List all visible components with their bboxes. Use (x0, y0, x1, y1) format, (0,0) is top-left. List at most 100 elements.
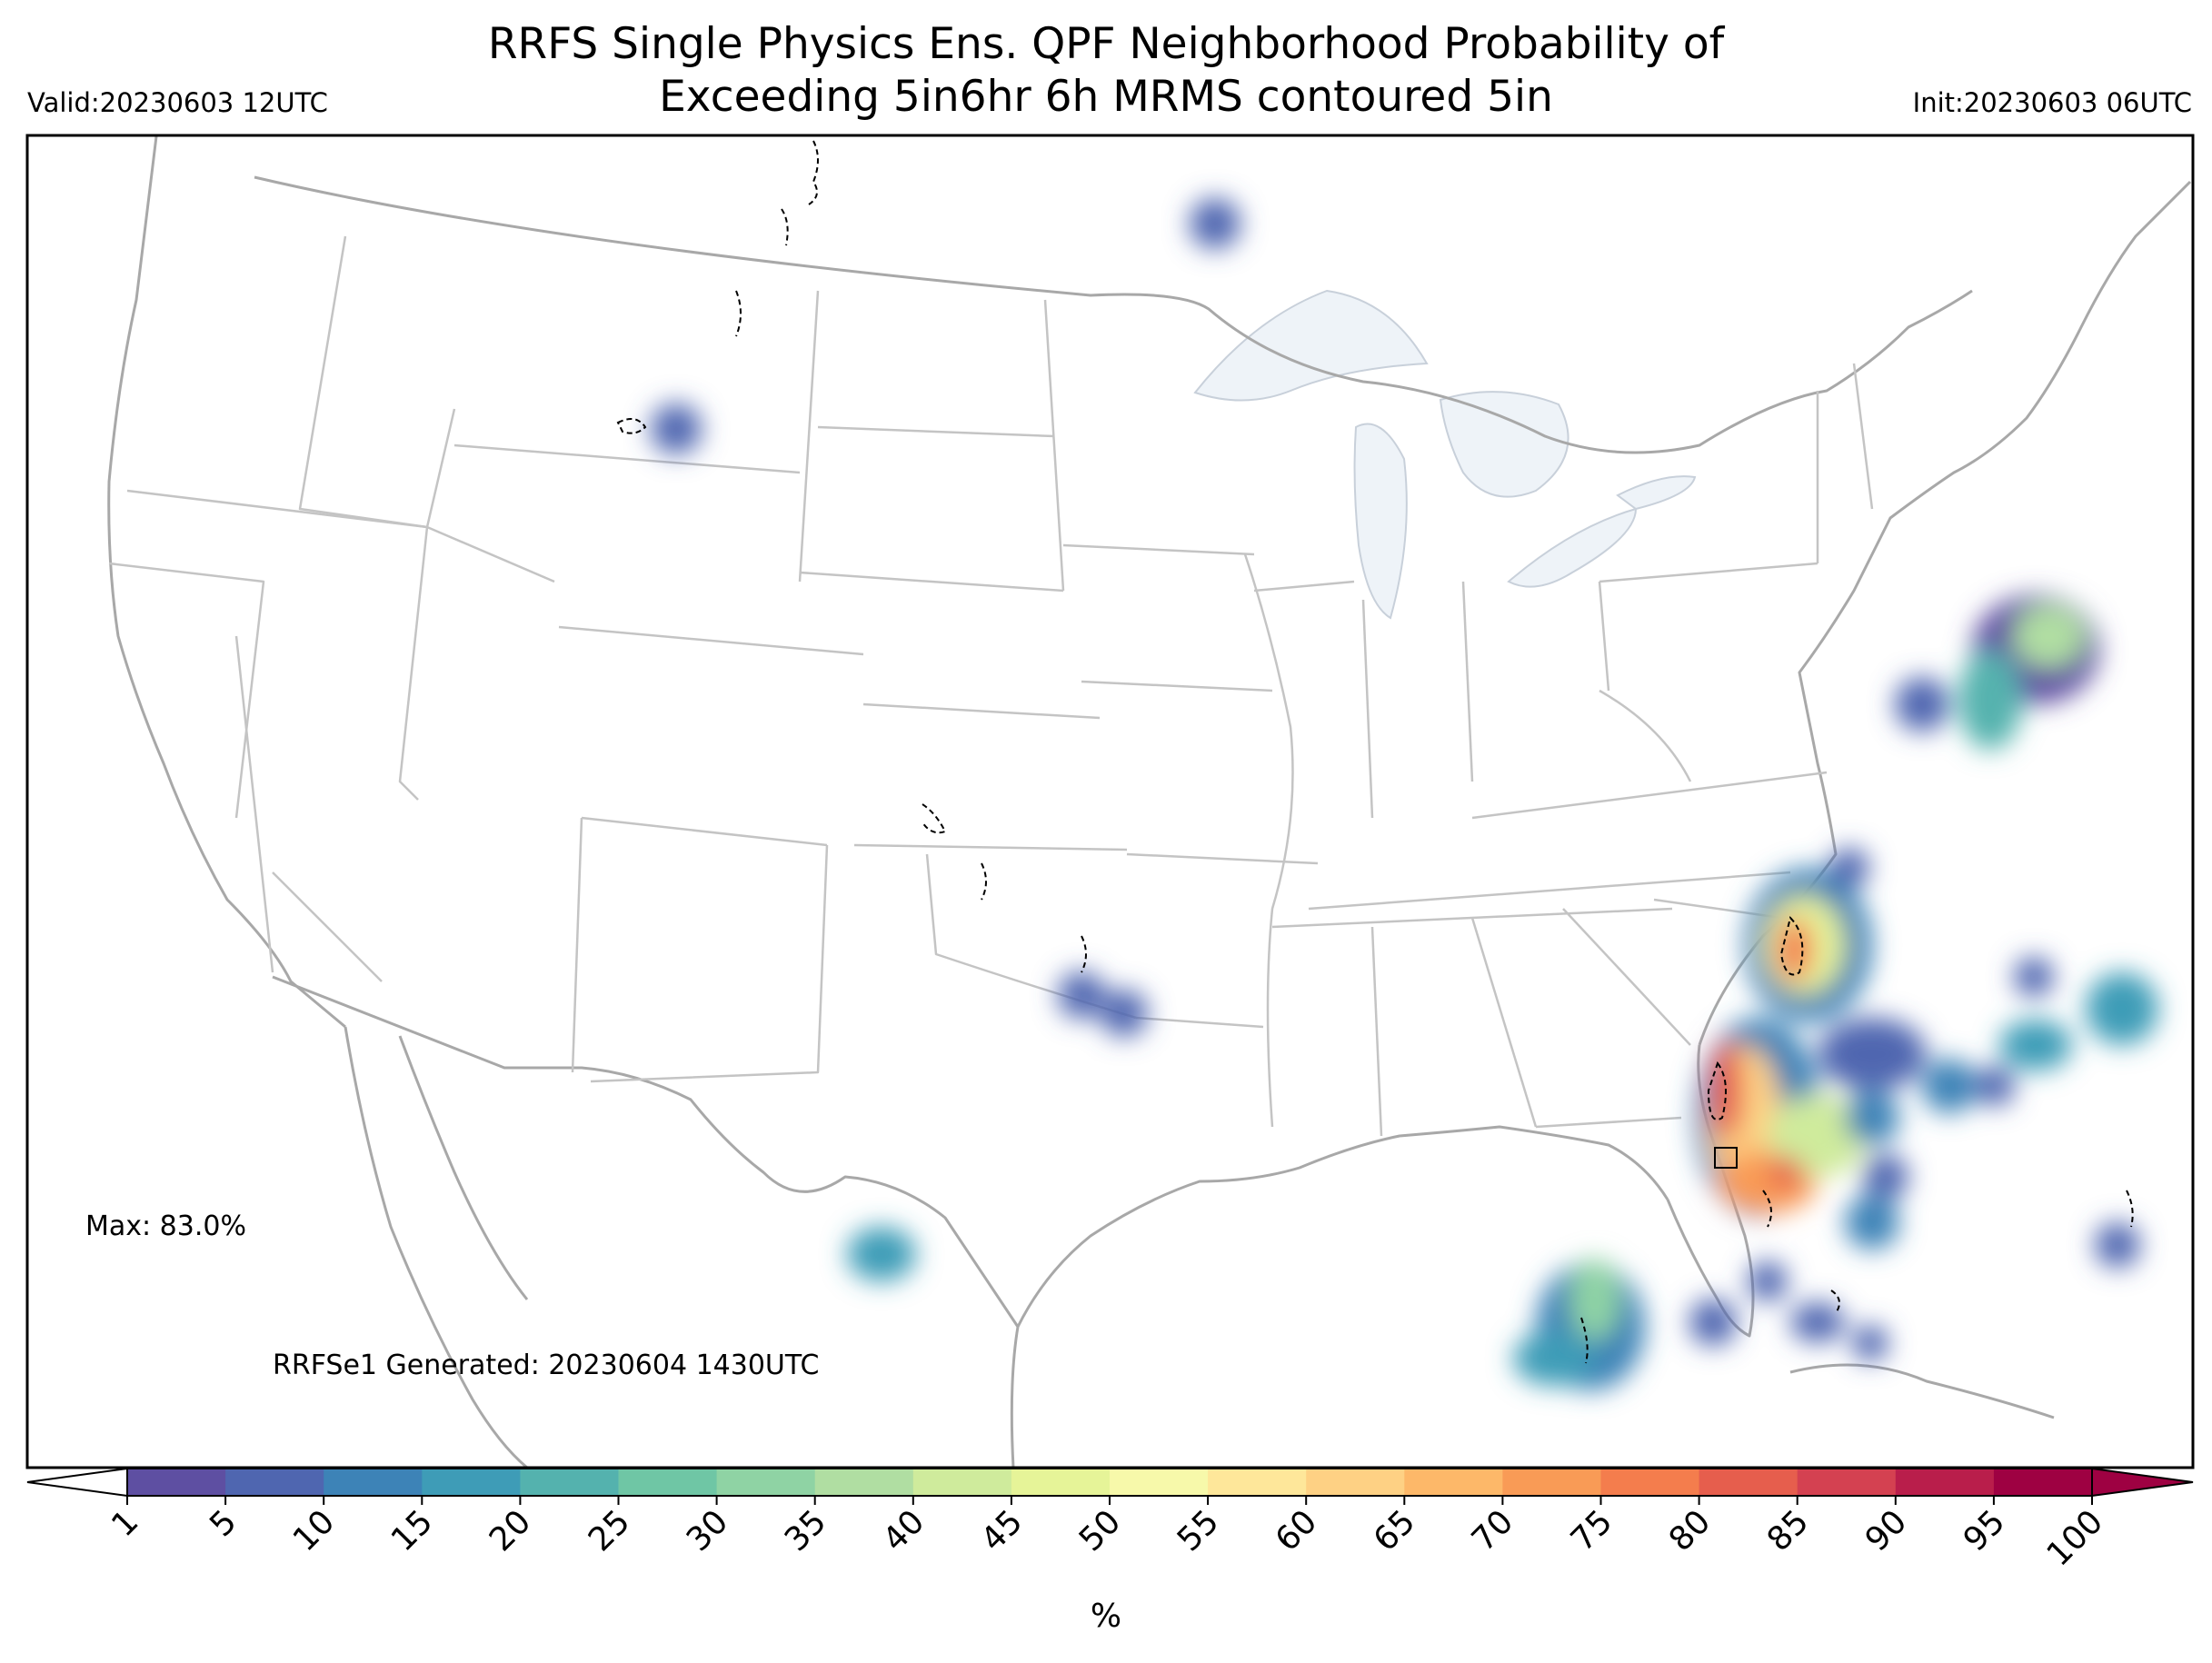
colorbar-bin (127, 1469, 226, 1496)
il-in-border (1361, 599, 1374, 819)
mississippi-river (1243, 553, 1294, 1128)
colorbar-bin (1011, 1469, 1111, 1496)
nv-ut-border (398, 526, 429, 801)
prob-blob-florida-core (1710, 1041, 1743, 1140)
wy-co-border (558, 625, 864, 656)
pa-ny-border (1599, 562, 1818, 583)
prob-blob-texas (847, 1227, 916, 1281)
ne-ks-border (862, 702, 1101, 720)
colorbar-bin (422, 1469, 521, 1496)
prob-blob-bahamas-k (1748, 1261, 1788, 1301)
prob-blob-oklahoma-a (1058, 971, 1105, 1019)
colorbar-unit-label: % (1090, 1598, 1122, 1635)
lake-huron (1439, 391, 1569, 498)
baja-coast (344, 1026, 528, 1468)
al-ga-border (1470, 917, 1538, 1128)
ar-la-border (1135, 1016, 1264, 1029)
title-line-2: Exceeding 5in6hr 6h MRMS contoured 5in (659, 72, 1553, 122)
coastlines (107, 135, 2192, 1468)
prob-blob-bahamas-m (1790, 1302, 1845, 1342)
prob-blob-bahamas-e (1922, 1059, 1977, 1113)
ky-tn-border (1308, 871, 1791, 911)
pacific-coast (107, 135, 346, 1029)
canada-border (254, 175, 1973, 454)
prob-blob-montana (651, 403, 702, 454)
mn-ia-border (1062, 543, 1255, 556)
colorbar-under-arrow (26, 1467, 128, 1498)
prob-blob-atlantic-ne-tail (1958, 650, 2022, 750)
prob-blob-bahamas-b (1845, 1090, 1899, 1145)
florida-highlight-box (1714, 1147, 1738, 1169)
colorbar-bin (1110, 1469, 1209, 1496)
mo-ar-border (1126, 852, 1319, 865)
state-boundaries (108, 235, 1874, 1137)
prob-blob-florida-east-core (1769, 1156, 1802, 1189)
colorbar-bin (716, 1469, 816, 1496)
colorbar-bin (1600, 1469, 1700, 1496)
gulf-of-california (398, 1035, 529, 1300)
co-nm-border (581, 816, 828, 847)
great-lakes (1193, 289, 1697, 620)
prob-blob-bahamas-j (2095, 1222, 2140, 1268)
ca-az-border (272, 871, 383, 982)
prob-blob-gulf-west (1513, 1331, 1595, 1386)
prob-blob-carolina-outer (1829, 848, 1869, 888)
ms-al-border (1370, 926, 1383, 1137)
az-nm-border (571, 817, 583, 1073)
colorbar-bin (1306, 1469, 1405, 1496)
or-ca-nv-border (108, 562, 265, 819)
colorbar-bin (814, 1469, 914, 1496)
mexico-gulf-coast (1010, 1326, 1020, 1468)
dakotas-mn-border (1043, 299, 1065, 592)
colorbar-bin (520, 1469, 620, 1496)
prob-blob-bahamas-c (1863, 1154, 1908, 1200)
ga-fl-border (1535, 1116, 1682, 1129)
colorbar-bin (1699, 1469, 1798, 1496)
colorbar-bin (324, 1469, 423, 1496)
sd-ne-border (799, 571, 1064, 593)
nm-tx-border (590, 844, 829, 1083)
prob-blob-bahamas-n (1852, 1325, 1888, 1361)
wa-or-border (126, 489, 555, 583)
colorbar-bin (1208, 1469, 1307, 1496)
lake-erie (1507, 507, 1638, 588)
va-nc-border (1471, 771, 1828, 820)
mt-dakotas-border (798, 290, 820, 583)
wv-va-border (1599, 689, 1692, 782)
cuba-coast (1789, 1363, 2055, 1419)
prob-blob-gulf-core (1569, 1259, 1620, 1340)
lake-superior (1193, 289, 1429, 402)
colorbar-bin (1993, 1469, 2093, 1496)
generated-label: RRFSe1 Generated: 20230604 1430UTC (273, 1349, 820, 1381)
mt-wy-border (453, 443, 801, 474)
id-mt-border (298, 235, 456, 529)
colorbar-bin (912, 1469, 1012, 1496)
mexico-border (272, 975, 1020, 1328)
ia-mo-border (1081, 680, 1273, 692)
lake-michigan (1353, 423, 1408, 620)
colorbar-bin (225, 1469, 324, 1496)
prob-blob-oklahoma-b (1101, 990, 1148, 1037)
chart-title: RRFS Single Physics Ens. QPF Neighborhoo… (0, 18, 2212, 124)
wi-il-border (1253, 580, 1355, 593)
colorbar-over-arrow (2091, 1467, 2194, 1498)
prob-blob-bahamas-a (1818, 1018, 1927, 1090)
ga-sc-border (1562, 908, 1691, 1046)
max-value-label: Max: 83.0% (85, 1210, 246, 1242)
in-oh-border (1461, 581, 1474, 782)
prob-blob-atlantic-ne-left (1895, 677, 1949, 732)
us-gulf-coast (1016, 1125, 1669, 1328)
init-time-label: Init:20230603 06UTC (1912, 87, 2192, 118)
prob-blob-bahamas-g (2014, 957, 2054, 997)
colorbar-bin (1797, 1469, 1897, 1496)
colorbar-bin (618, 1469, 718, 1496)
probability-field (651, 198, 2158, 1390)
colorbar-bin (1502, 1469, 1602, 1496)
ks-ok-border (853, 843, 1128, 851)
title-line-1: RRFS Single Physics Ens. QPF Neighborhoo… (487, 19, 1725, 69)
colorbar (26, 1467, 2194, 1505)
colorbar-bin (1895, 1469, 1995, 1496)
vt-nh-border (1852, 363, 1874, 510)
prob-blob-bahamas-i (2086, 972, 2158, 1045)
